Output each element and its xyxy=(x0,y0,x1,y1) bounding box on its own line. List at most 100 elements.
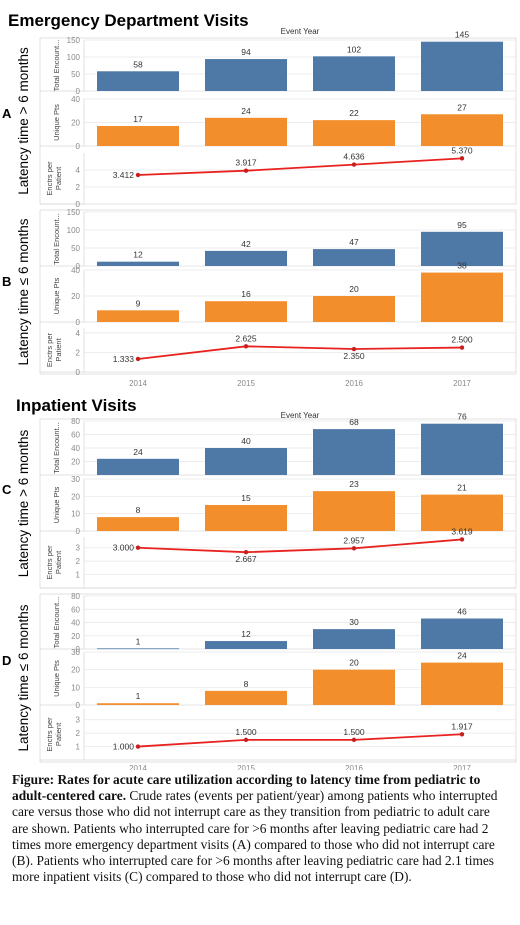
y-tick-label: 80 xyxy=(71,592,80,601)
panel-b: B Latency time ≤ 6 months 0 50 100 150 Total E… xyxy=(2,208,517,388)
rate-line xyxy=(137,345,463,360)
bar xyxy=(421,662,503,705)
data-label: 3.000 xyxy=(113,543,135,553)
subchart-total-encounters: 0 50 100 150 Total Encount... 58 94 102 145 xyxy=(40,30,516,96)
data-label: 46 xyxy=(457,607,467,617)
data-label: 95 xyxy=(457,220,467,230)
bar xyxy=(421,618,503,649)
y-tick-label: 0 xyxy=(76,645,81,654)
data-label: 2.957 xyxy=(343,535,365,545)
subchart-total-encounters: 0 20 40 60 80 Total Encount... 1 12 30 46 xyxy=(40,592,516,654)
series-label: Unique Pts xyxy=(52,660,61,697)
data-label: 5.370 xyxy=(451,145,473,155)
ed-section-title: Emergency Department Visits xyxy=(8,11,249,30)
data-label: 4.636 xyxy=(343,152,365,162)
y-tick-label: 20 xyxy=(71,632,80,641)
data-label: 1.500 xyxy=(343,727,365,737)
data-label: 24 xyxy=(241,106,251,116)
x-tick-label: 2015 xyxy=(237,379,255,388)
bar xyxy=(205,505,287,531)
rate-point xyxy=(351,346,357,352)
y-tick-label: 40 xyxy=(71,95,80,104)
ip-section-title: Inpatient Visits xyxy=(16,396,137,415)
series-label: Unique Pts xyxy=(52,277,61,314)
data-label: 1 xyxy=(136,636,141,646)
y-tick-label: 60 xyxy=(71,605,80,614)
y-tick-label: 40 xyxy=(71,444,80,453)
row-label: Latency time ≤ 6 months xyxy=(16,218,31,365)
ip-axis-title: Event Year xyxy=(281,411,320,420)
series-label: Patient xyxy=(54,722,63,746)
panel-letter: B xyxy=(2,274,11,289)
data-label: 24 xyxy=(133,447,143,457)
data-label: 2.500 xyxy=(451,335,473,345)
series-label: Total Encount... xyxy=(52,597,61,649)
series-label: Patient xyxy=(54,166,63,190)
y-tick-label: 0 xyxy=(76,318,81,327)
y-tick-label: 20 xyxy=(71,292,80,301)
rate-line xyxy=(137,538,463,554)
y-tick-label: 20 xyxy=(71,119,80,128)
panel-letter: A xyxy=(2,106,12,121)
data-label: 102 xyxy=(347,44,361,54)
data-label: 1.333 xyxy=(113,354,135,364)
subchart-enctrs-per-patient: 0 2 4 Enctrs per Patient 3.412 3.917 4.636 5.370 xyxy=(40,145,516,209)
y-tick-label: 0 xyxy=(76,87,81,96)
y-tick-label: 150 xyxy=(67,36,81,45)
data-label: 2.667 xyxy=(235,554,257,564)
y-tick-label: 2 xyxy=(76,183,81,192)
data-label: 42 xyxy=(241,239,251,249)
y-tick-label: 2 xyxy=(76,557,81,566)
data-label: 8 xyxy=(136,505,141,515)
bar xyxy=(421,41,503,91)
x-tick-label: 2017 xyxy=(453,764,471,770)
bar xyxy=(97,648,179,650)
data-label: 16 xyxy=(241,289,251,299)
bar xyxy=(313,429,395,475)
y-tick-label: 2 xyxy=(76,729,81,738)
data-label: 76 xyxy=(457,412,467,422)
y-tick-label: 0 xyxy=(76,527,81,536)
data-label: 17 xyxy=(133,114,143,124)
bar xyxy=(421,494,503,531)
rate-line xyxy=(137,733,463,748)
caption-bold: Figure: Rates for acute care utilization… xyxy=(12,772,481,804)
rate-point xyxy=(135,545,141,550)
series-label: Enctrs per xyxy=(45,161,54,196)
bar xyxy=(97,310,179,322)
panel-frame xyxy=(39,209,517,375)
bar xyxy=(313,669,395,705)
bar xyxy=(421,272,503,322)
y-tick-label: 3 xyxy=(76,544,81,553)
bar xyxy=(97,126,179,146)
y-tick-label: 4 xyxy=(76,166,81,175)
series-label: Unique Pts xyxy=(52,486,61,523)
data-label: 8 xyxy=(244,679,249,689)
series-label: Total Encount... xyxy=(52,40,61,92)
data-label: 3.412 xyxy=(113,170,135,180)
data-label: 1.917 xyxy=(451,721,473,731)
series-label: Enctrs per xyxy=(45,332,54,367)
subchart-unique-pts: 0 20 40 Unique Pts 17 24 22 27 xyxy=(40,95,516,151)
y-tick-label: 40 xyxy=(71,619,80,628)
bar xyxy=(421,114,503,146)
data-label: 3.917 xyxy=(235,158,257,168)
subchart-total-encounters: 0 50 100 150 Total Encount... 12 42 47 95 xyxy=(40,208,516,271)
y-tick-label: 50 xyxy=(71,244,80,253)
data-label: 23 xyxy=(349,479,359,489)
y-tick-label: 20 xyxy=(71,492,80,501)
y-tick-label: 1 xyxy=(76,743,81,752)
rate-point xyxy=(459,156,465,161)
y-tick-label: 40 xyxy=(71,266,80,275)
data-label: 68 xyxy=(349,417,359,427)
series-label: Total Encount... xyxy=(52,213,61,265)
bar xyxy=(97,703,179,705)
y-tick-label: 2 xyxy=(76,348,81,357)
ed-axis-title: Event Year xyxy=(281,27,320,36)
rate-point xyxy=(351,737,357,743)
figure-caption: Figure: Rates for acute care utilization… xyxy=(12,772,508,885)
data-label: 20 xyxy=(349,284,359,294)
